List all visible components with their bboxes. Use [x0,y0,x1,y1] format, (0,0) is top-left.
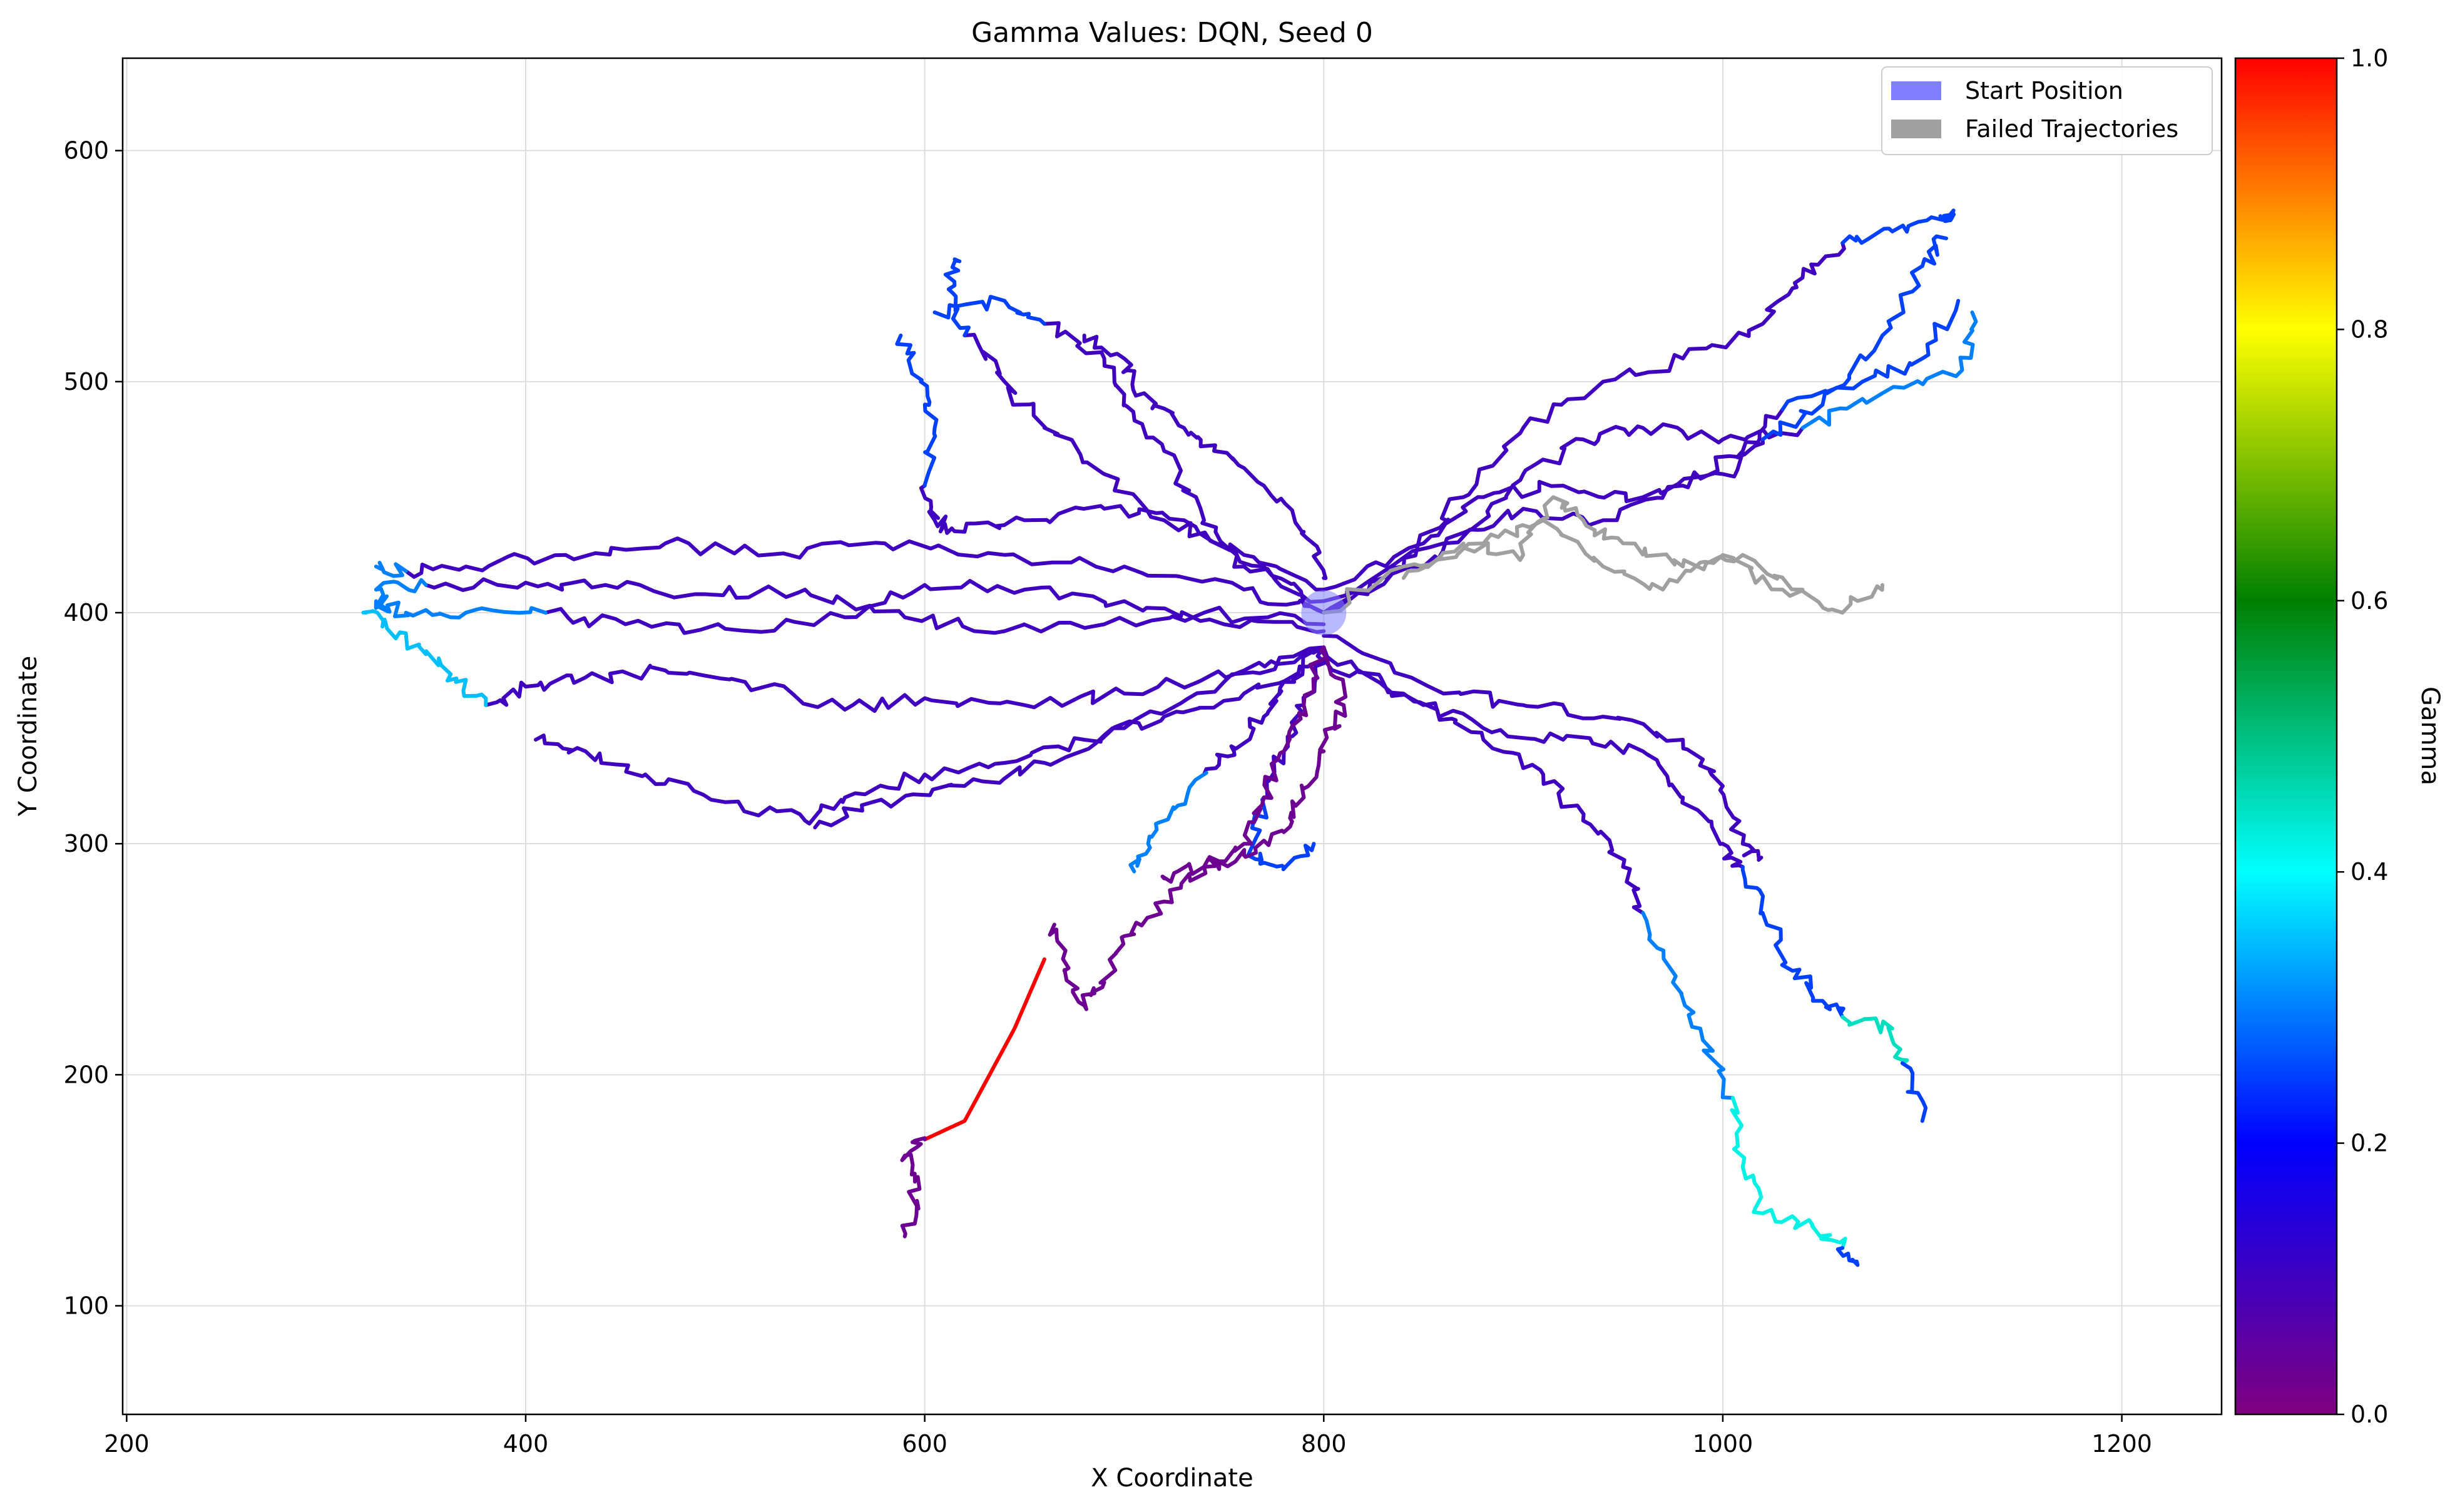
trajectory-line [1401,495,1805,592]
trajectory-line [1835,1246,1860,1267]
trajectory-line [1322,407,1785,603]
y-tick-label: 200 [63,1061,109,1088]
trajectory-lines [361,208,1978,1267]
x-tick-label: 800 [1301,1430,1347,1458]
start-position-marker [1301,590,1347,635]
trajectory-line [1322,241,1846,615]
trajectory-line [361,609,488,707]
trajectory-line [1840,208,1956,245]
chart-title: Gamma Values: DQN, Seed 0 [971,17,1373,49]
y-axis-ticks: 100 200 300 400 500 600 [63,137,123,1319]
trajectory-line [1322,656,1645,915]
trajectory-line [962,332,1326,592]
trajectory-line [943,257,971,337]
legend-swatch-failed [1891,120,1941,138]
trajectory-line [1322,633,1763,862]
trajectory-line [374,599,548,620]
trajectory-line [922,957,1046,1142]
legend-swatch-start [1891,81,1941,100]
trajectory-line [1128,770,1208,874]
trajectory-line [1760,234,1948,442]
y-tick-label: 600 [63,137,109,165]
trajectory-line [1322,422,1805,615]
trajectory-line [1048,645,1328,1011]
colorbar-ticks: 0.0 0.2 0.4 0.6 0.8 1.0 [2337,44,2388,1428]
plot-frame [121,57,2223,1416]
colorbar-tick-label: 0.4 [2350,858,2388,886]
trajectory-line [1900,1061,1928,1123]
trajectory-line [1082,334,1328,580]
x-tick-label: 200 [104,1430,150,1458]
trajectory-line [404,536,1326,615]
trajectory-line [374,578,428,613]
trajectory-line [424,577,1326,635]
colorbar-tick-label: 0.0 [2350,1401,2388,1428]
colorbar-tick-label: 0.8 [2350,315,2388,343]
y-tick-label: 500 [63,368,109,396]
y-axis-label: Y Coordinate [14,656,43,817]
trajectory-line [1641,911,1735,1100]
x-tick-label: 1200 [2091,1430,2152,1458]
y-tick-label: 300 [63,830,109,857]
trajectory-line [374,561,408,578]
x-tick-label: 400 [503,1430,549,1458]
trajectory-line [1043,321,1326,604]
x-tick-label: 600 [902,1430,947,1458]
y-tick-label: 400 [63,599,109,626]
trajectory-line [1730,1096,1847,1250]
legend: Start Position Failed Trajectories [1881,66,2213,155]
trajectory-line [1800,310,1978,430]
trajectory-line [1160,645,1348,884]
trajectory-line [1202,645,1326,777]
trajectory-line [932,295,1046,326]
legend-label-start: Start Position [1965,77,2123,105]
x-tick-label: 1000 [1693,1430,1753,1458]
legend-label-failed: Failed Trajectories [1965,115,2178,143]
trajectory-line [1246,795,1316,872]
trajectory-line [919,484,1326,615]
colorbar-tick-label: 0.2 [2350,1130,2388,1157]
trajectory-line [1840,1015,1909,1065]
trajectory-line [813,645,1326,830]
colorbar [2234,57,2338,1416]
trajectory-line [895,334,939,488]
trajectory-line [484,645,1326,713]
x-axis-label: X Coordinate [1091,1464,1253,1493]
trajectory-line [534,656,1326,826]
trajectory-line [900,1136,927,1239]
y-tick-label: 100 [63,1292,109,1319]
colorbar-label: Gamma [2416,687,2444,785]
x-axis-ticks: 200 400 600 800 1000 1200 [104,1414,2152,1458]
colorbar-tick-label: 1.0 [2350,44,2388,72]
trajectory-line [1740,865,1845,1019]
colorbar-tick-label: 0.6 [2350,587,2388,615]
trajectory-line [1322,437,1765,592]
legend-box [1881,66,2213,155]
trajectory-line [543,579,1326,635]
